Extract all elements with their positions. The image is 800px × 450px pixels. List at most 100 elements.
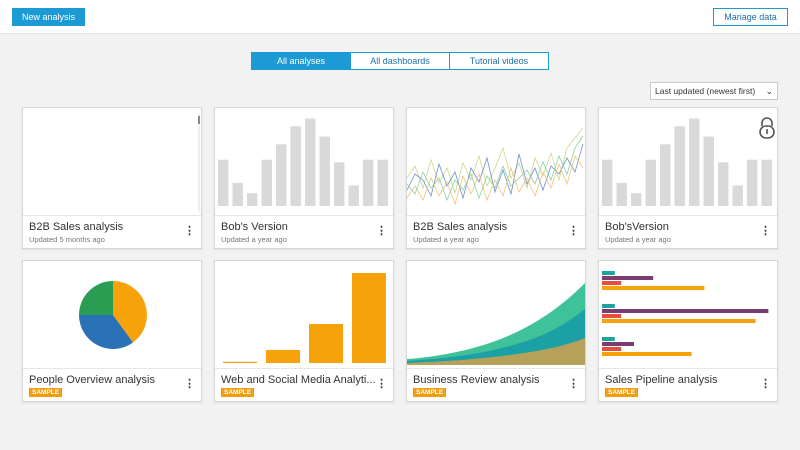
card-updated: Updated 5 months ago (29, 235, 105, 244)
new-analysis-button[interactable]: New analysis (12, 8, 85, 26)
bar (602, 309, 769, 313)
bar (660, 144, 671, 206)
gray-bar-chart (218, 118, 388, 206)
bar (319, 136, 330, 206)
bar (602, 271, 615, 275)
card-title: Web and Social Media Analyti... (221, 374, 376, 386)
bar (645, 159, 656, 206)
horizontal-bar-chart (602, 271, 769, 356)
analysis-card[interactable]: Sales Pipeline analysis SAMPLE ⋮ (598, 260, 778, 402)
manage-data-button[interactable]: Manage data (713, 8, 788, 26)
kebab-menu-icon[interactable]: ⋮ (184, 225, 195, 237)
card-title: Bob'sVersion (605, 221, 669, 233)
bar (602, 342, 634, 346)
kebab-menu-icon[interactable]: ⋮ (376, 225, 387, 237)
tab-all-dashboards[interactable]: All dashboards (351, 53, 450, 69)
bar (305, 118, 316, 206)
bar (218, 159, 229, 206)
multi-line-chart (407, 127, 584, 206)
pie-chart (79, 281, 147, 349)
kebab-menu-icon[interactable]: ⋮ (568, 225, 579, 237)
kebab-menu-icon[interactable]: ⋮ (184, 378, 195, 390)
analysis-card[interactable]: Web and Social Media Analyti... SAMPLE ⋮ (214, 260, 394, 402)
blank-thumbnail (198, 114, 200, 212)
bar (761, 159, 772, 206)
card-updated: Updated a year ago (413, 235, 479, 244)
kebab-menu-icon[interactable]: ⋮ (376, 378, 387, 390)
pie-slice (113, 281, 147, 343)
bar (747, 159, 758, 206)
bar (602, 276, 654, 280)
bar (602, 352, 692, 356)
pie-slice (79, 281, 113, 315)
bar (363, 159, 374, 206)
bar (348, 185, 359, 206)
gray-bar-chart (602, 118, 772, 206)
sample-badge: SAMPLE (221, 388, 255, 397)
bar (602, 337, 615, 341)
tab-tutorial-videos[interactable]: Tutorial videos (469, 56, 529, 66)
bar (602, 319, 756, 323)
bar (602, 159, 613, 206)
scrollbar-thumb (198, 116, 200, 124)
stacked-area-chart (407, 283, 585, 365)
bar (276, 144, 287, 206)
kebab-menu-icon[interactable]: ⋮ (568, 378, 579, 390)
bar (377, 159, 388, 206)
analysis-card[interactable]: B2B Sales analysis Updated a year ago ⋮ (406, 107, 586, 249)
bar (352, 273, 386, 363)
bar (232, 182, 243, 206)
analysis-card[interactable]: Bob's Version Updated a year ago ⋮ (214, 107, 394, 249)
tab-all-analyses[interactable]: All analyses (252, 53, 351, 69)
area-series (407, 338, 585, 365)
card-thumbnail (23, 108, 201, 216)
card-updated: Updated a year ago (605, 235, 671, 244)
bar (703, 136, 714, 206)
bar (616, 182, 627, 206)
line-series (407, 155, 584, 206)
bar (223, 361, 257, 363)
view-tabs: All analyses All dashboards Tutorial vid… (251, 52, 549, 70)
analysis-card[interactable]: Business Review analysis SAMPLE ⋮ (406, 260, 586, 402)
card-thumbnail (23, 261, 201, 369)
sort-dropdown[interactable]: Last updated (newest first) ⌄ (650, 82, 778, 100)
bar (602, 281, 622, 285)
card-title: B2B Sales analysis (413, 221, 508, 233)
scrollbar-track (198, 114, 200, 212)
card-thumbnail (599, 108, 777, 216)
bar (674, 126, 685, 206)
bar (631, 193, 642, 206)
sample-badge: SAMPLE (413, 388, 447, 397)
bar (261, 159, 272, 206)
bar (602, 347, 622, 351)
analysis-card[interactable]: People Overview analysis SAMPLE ⋮ (22, 260, 202, 402)
bar (290, 126, 301, 206)
card-thumbnail (215, 108, 393, 216)
card-updated: Updated a year ago (221, 235, 287, 244)
card-thumbnail (599, 261, 777, 369)
line-series (407, 135, 584, 202)
card-title: Sales Pipeline analysis (605, 374, 718, 386)
sample-badge: SAMPLE (29, 388, 63, 397)
analysis-card[interactable]: Bob'sVersion Updated a year ago ⋮ (598, 107, 778, 249)
card-thumbnail (215, 261, 393, 369)
bar (602, 286, 705, 290)
kebab-menu-icon[interactable]: ⋮ (760, 378, 771, 390)
analysis-card[interactable]: B2B Sales analysis Updated 5 months ago … (22, 107, 202, 249)
kebab-menu-icon[interactable]: ⋮ (760, 225, 771, 237)
bar (266, 350, 300, 363)
card-title: People Overview analysis (29, 374, 155, 386)
orange-bar-chart (223, 273, 386, 363)
pie-slice (79, 315, 133, 349)
top-bar: New analysis Manage data (0, 0, 800, 34)
lock-icon (759, 117, 775, 139)
card-title: Business Review analysis (413, 374, 540, 386)
card-title: Bob's Version (221, 221, 288, 233)
line-series (407, 143, 584, 200)
bar (689, 118, 700, 206)
sort-selected-value: Last updated (newest first) (655, 86, 756, 96)
card-thumbnail (407, 108, 585, 216)
card-title: B2B Sales analysis (29, 221, 124, 233)
bar (602, 304, 615, 308)
card-thumbnail (407, 261, 585, 369)
